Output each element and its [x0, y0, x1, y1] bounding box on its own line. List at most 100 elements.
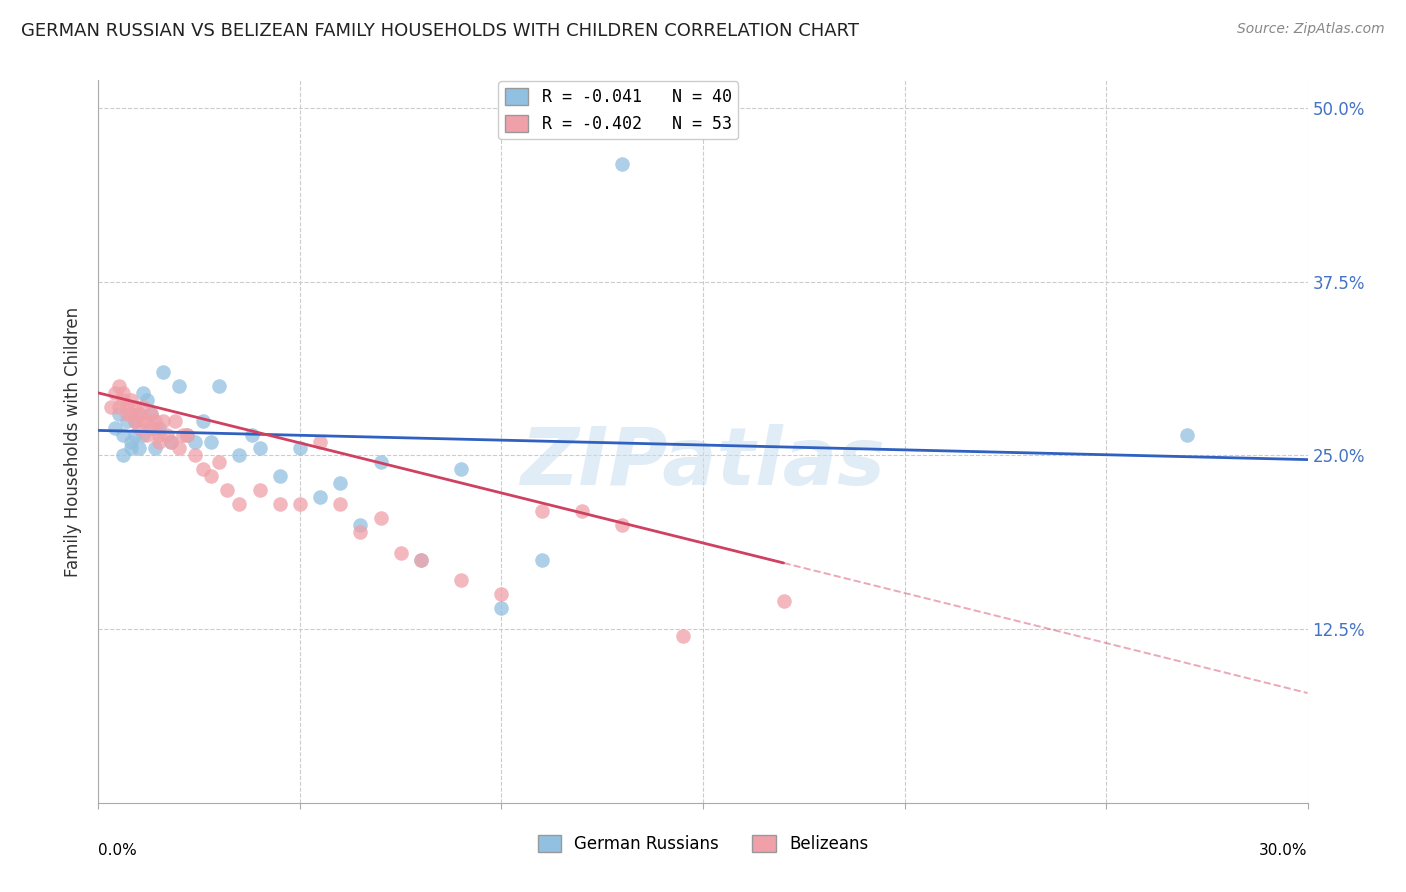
Point: [120, 392, 142, 407]
Point: [249, 442, 271, 456]
Point: [132, 385, 155, 400]
Point: [612, 517, 634, 532]
Point: [450, 574, 472, 588]
Point: [409, 552, 432, 566]
Point: [124, 414, 146, 428]
Point: [148, 427, 170, 442]
Point: [1175, 427, 1198, 442]
Text: Source: ZipAtlas.com: Source: ZipAtlas.com: [1237, 22, 1385, 37]
Point: [491, 587, 513, 601]
Point: [217, 483, 239, 498]
Point: [128, 407, 150, 421]
Point: [184, 434, 207, 449]
Y-axis label: Family Households with Children: Family Households with Children: [65, 307, 83, 576]
Point: [349, 517, 371, 532]
Point: [288, 497, 311, 511]
Point: [115, 400, 138, 414]
Point: [107, 400, 129, 414]
Point: [143, 420, 166, 434]
Point: [389, 546, 412, 560]
Point: [672, 629, 695, 643]
Point: [288, 442, 311, 456]
Legend: German Russians, Belizeans: German Russians, Belizeans: [531, 828, 875, 860]
Point: [135, 427, 157, 442]
Point: [772, 594, 794, 608]
Point: [132, 414, 155, 428]
Point: [228, 449, 250, 463]
Point: [107, 379, 129, 393]
Point: [139, 407, 162, 421]
Point: [228, 497, 250, 511]
Point: [409, 552, 432, 566]
Point: [115, 414, 138, 428]
Point: [571, 504, 593, 518]
Point: [249, 483, 271, 498]
Point: [139, 420, 162, 434]
Point: [115, 407, 138, 421]
Point: [111, 392, 134, 407]
Point: [329, 497, 352, 511]
Point: [111, 385, 134, 400]
Point: [370, 455, 392, 469]
Point: [193, 462, 215, 476]
Point: [143, 414, 166, 428]
Point: [124, 400, 146, 414]
Point: [124, 427, 146, 442]
Point: [148, 420, 170, 434]
Text: ZIPatlas: ZIPatlas: [520, 425, 886, 502]
Point: [309, 490, 332, 504]
Point: [148, 434, 170, 449]
Text: 0.0%: 0.0%: [98, 843, 138, 857]
Point: [160, 434, 183, 449]
Point: [370, 511, 392, 525]
Point: [124, 414, 146, 428]
Point: [530, 552, 553, 566]
Point: [160, 434, 183, 449]
Point: [269, 497, 291, 511]
Point: [132, 400, 155, 414]
Point: [193, 414, 215, 428]
Point: [111, 449, 134, 463]
Point: [139, 407, 162, 421]
Point: [156, 427, 179, 442]
Point: [172, 427, 194, 442]
Point: [128, 420, 150, 434]
Text: 30.0%: 30.0%: [1260, 843, 1308, 857]
Point: [200, 469, 222, 483]
Point: [612, 156, 634, 170]
Point: [329, 476, 352, 491]
Point: [167, 442, 190, 456]
Point: [103, 385, 125, 400]
Point: [309, 434, 332, 449]
Point: [152, 365, 174, 379]
Text: GERMAN RUSSIAN VS BELIZEAN FAMILY HOUSEHOLDS WITH CHILDREN CORRELATION CHART: GERMAN RUSSIAN VS BELIZEAN FAMILY HOUSEH…: [21, 22, 859, 40]
Point: [269, 469, 291, 483]
Point: [450, 462, 472, 476]
Point: [152, 414, 174, 428]
Point: [163, 414, 186, 428]
Point: [135, 414, 157, 428]
Point: [132, 427, 155, 442]
Point: [128, 407, 150, 421]
Point: [208, 455, 231, 469]
Point: [120, 407, 142, 421]
Point: [111, 427, 134, 442]
Point: [107, 407, 129, 421]
Point: [100, 400, 122, 414]
Point: [176, 427, 198, 442]
Point: [184, 449, 207, 463]
Point: [176, 427, 198, 442]
Point: [208, 379, 231, 393]
Point: [128, 442, 150, 456]
Point: [143, 442, 166, 456]
Point: [103, 420, 125, 434]
Point: [530, 504, 553, 518]
Point: [120, 434, 142, 449]
Point: [167, 379, 190, 393]
Point: [135, 392, 157, 407]
Point: [240, 427, 263, 442]
Point: [120, 442, 142, 456]
Point: [491, 601, 513, 615]
Point: [349, 524, 371, 539]
Point: [200, 434, 222, 449]
